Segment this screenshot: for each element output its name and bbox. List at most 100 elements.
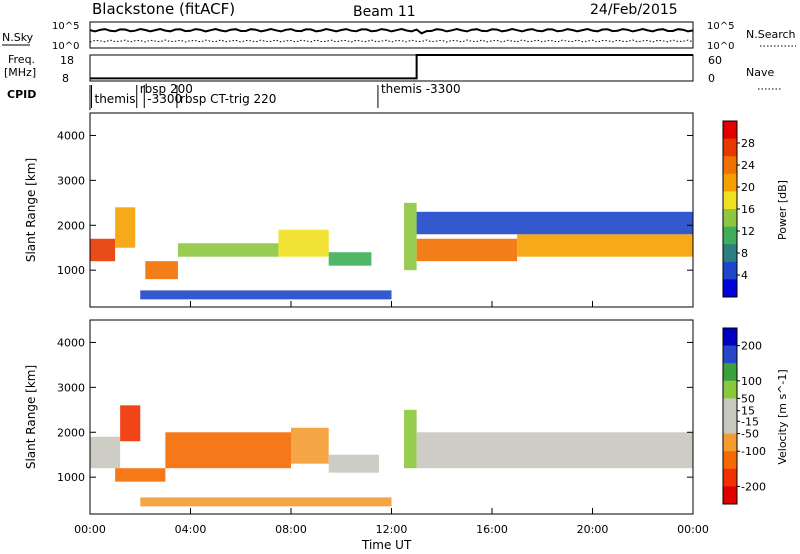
- colorbar-tick-label: 28: [741, 137, 755, 150]
- plot-background: [90, 113, 693, 307]
- colorbar-swatch: [723, 363, 737, 382]
- heatmap-cell: [328, 454, 379, 473]
- nsky-tick-top: 10^5: [52, 21, 79, 32]
- nsearch-tick-top: 10^5: [707, 21, 734, 32]
- colorbar-tick-label: -100: [741, 445, 766, 458]
- beam-title: Beam 11: [353, 4, 416, 20]
- colorbar-tick-label: 50: [741, 392, 755, 405]
- x-tick-label: 00:00: [677, 523, 709, 536]
- colorbar-swatch: [723, 138, 737, 157]
- colorbar-label: Power [dB]: [776, 180, 789, 240]
- heatmap-cell: [177, 243, 279, 257]
- cpid-entry: themis: [95, 92, 136, 106]
- colorbar-swatch: [723, 191, 737, 210]
- colorbar-tick-label: -200: [741, 480, 766, 493]
- velocity-panel: 1000 2000 3000 4000 Slant Range [km] 200 100 50…: [24, 319, 789, 515]
- colorbar-swatch: [723, 173, 737, 192]
- y-tick-label: 1000: [57, 264, 85, 277]
- y-tick-label: 4000: [57, 336, 85, 349]
- colorbar-swatch: [723, 380, 737, 399]
- nave-tick-top: 60: [708, 54, 722, 67]
- y-tick-label: 3000: [57, 381, 85, 394]
- colorbar-swatch: [723, 433, 737, 452]
- heatmap-cell: [416, 432, 693, 469]
- x-tick-label: 00:00: [74, 523, 106, 536]
- nave-tick-bottom: 0: [708, 72, 715, 85]
- plot-background: [90, 320, 693, 514]
- heatmap-cell: [328, 252, 372, 266]
- x-tick-label: 04:00: [175, 523, 207, 536]
- heatmap-cell: [145, 261, 178, 280]
- colorbar-tick-label: 8: [741, 247, 748, 260]
- x-tick-label: 08:00: [275, 523, 307, 536]
- heatmap-cell: [517, 234, 693, 257]
- time-axis-label: Time UT: [361, 538, 412, 552]
- colorbar-frame: [722, 327, 738, 505]
- colorbar-swatch: [723, 328, 737, 347]
- nsky-series: [89, 27, 694, 35]
- colorbar-swatch: [723, 209, 737, 228]
- freq-unit: [MHz]: [4, 66, 36, 79]
- nsky-tick-bottom: 10^0: [52, 41, 79, 52]
- freq-series: [90, 54, 693, 80]
- heatmap-cell: [115, 468, 166, 482]
- colorbar-label: Velocity [m s^-1]: [776, 369, 789, 464]
- cpid-entry: -3300: [147, 92, 182, 106]
- date-title: 24/Feb/2015: [590, 2, 678, 18]
- colorbar-swatch: [723, 416, 737, 435]
- radar-title: Blackstone (fitACF): [92, 0, 235, 18]
- colorbar-tick-label: 24: [741, 159, 755, 172]
- heatmap-cell: [404, 202, 417, 271]
- colorbar-tick-label: 200: [741, 340, 762, 353]
- colorbar-swatch: [723, 398, 737, 417]
- y-tick-label: 1000: [57, 471, 85, 484]
- colorbar-swatch: [723, 468, 737, 487]
- nsearch-series: [89, 39, 694, 43]
- y-axis-label: Slant Range [km]: [24, 365, 38, 469]
- nsky-label: N.Sky: [2, 31, 34, 44]
- colorbar-swatch: [723, 486, 737, 505]
- heatmap-cell: [165, 432, 291, 469]
- x-tick-label: 16:00: [476, 523, 508, 536]
- heatmap-cell: [115, 207, 136, 248]
- colorbar-swatch: [723, 279, 737, 298]
- cpid-label: CPID: [7, 88, 36, 101]
- cpid-entry: rbsp CT-trig 220: [180, 92, 276, 106]
- nsearch-label: N.Search: [746, 28, 796, 41]
- heatmap-cell: [90, 238, 116, 262]
- freq-panel: [89, 54, 694, 82]
- y-tick-label: 2000: [57, 219, 85, 232]
- heatmap-cell: [140, 290, 392, 300]
- heatmap-cell: [416, 211, 693, 235]
- freq-label: Freq.: [8, 53, 35, 66]
- heatmap-cell: [120, 405, 141, 442]
- colorbar-swatch: [723, 345, 737, 364]
- colorbar-swatch: [723, 156, 737, 175]
- colorbar-tick-label: 12: [741, 225, 755, 238]
- colorbar-swatch: [723, 261, 737, 280]
- y-tick-label: 3000: [57, 174, 85, 187]
- heatmap-cell: [90, 436, 121, 469]
- heatmap-cell: [291, 427, 329, 464]
- colorbar-swatch: [723, 244, 737, 263]
- nsearch-tick-bottom: 10^0: [707, 41, 734, 52]
- cpid-entry: rbsp 200: [140, 82, 193, 96]
- colorbar-tick-label: -50: [741, 428, 759, 441]
- freq-tick-top: 18: [60, 54, 74, 67]
- cpid-entry: themis -3300: [381, 82, 461, 96]
- nave-label: Nave: [746, 66, 774, 79]
- y-axis-label: Slant Range [km]: [24, 158, 38, 262]
- colorbar-tick-label: 20: [741, 181, 755, 194]
- x-tick-label: 20:00: [577, 523, 609, 536]
- time-axis: 00:00 04:00 08:00 12:00 16:00 20:00 00:00: [74, 301, 709, 536]
- power-panel: 1000 2000 3000 4000 Slant Range [km] 4 8 12 16 20…: [24, 112, 789, 308]
- colorbar-swatch: [723, 226, 737, 245]
- y-tick-label: 2000: [57, 426, 85, 439]
- nsky-panel: [89, 21, 694, 49]
- heatmap-cell: [140, 497, 392, 507]
- colorbar-swatch: [723, 121, 737, 140]
- y-tick-label: 4000: [57, 129, 85, 142]
- x-tick-label: 12:00: [376, 523, 408, 536]
